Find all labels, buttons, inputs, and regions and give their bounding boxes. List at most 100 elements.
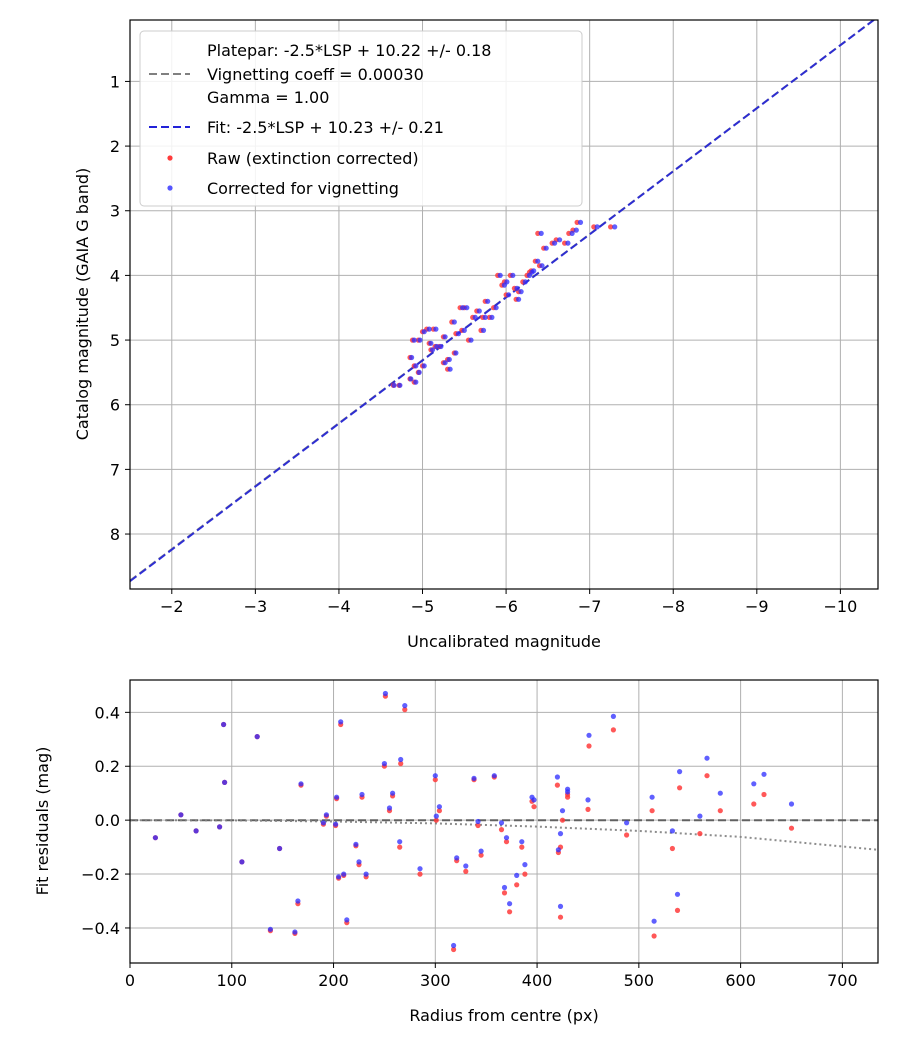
corrected-point — [649, 794, 655, 800]
corrected-point — [344, 917, 350, 923]
corrected-point — [421, 329, 427, 335]
corrected-point — [573, 227, 579, 233]
x-tick-label: 100 — [216, 971, 247, 990]
corrected-point — [518, 289, 524, 295]
corrected-point — [433, 813, 439, 819]
raw-point — [565, 794, 571, 800]
y-tick-label: 1 — [110, 72, 120, 91]
corrected-point — [491, 773, 497, 779]
corrected-point — [677, 769, 683, 775]
corrected-point — [559, 808, 566, 814]
raw-point — [761, 791, 767, 798]
x-tick-label: −10 — [824, 597, 858, 616]
corrected-point — [334, 794, 340, 800]
legend-box — [139, 30, 583, 207]
raw-point — [608, 224, 614, 230]
corrected-point — [674, 891, 681, 897]
raw-point — [498, 827, 505, 833]
corrected-point — [398, 756, 404, 763]
corrected-point — [178, 812, 184, 818]
corrected-point — [417, 866, 423, 872]
raw-point — [788, 825, 795, 831]
raw-point — [559, 817, 566, 823]
corrected-point — [472, 314, 478, 320]
top-data-points — [390, 219, 618, 388]
corrected-point — [569, 230, 575, 236]
corrected-point — [514, 285, 520, 291]
top-x-tick-labels: −2 −3 −4 −5 −6 −7 −8 −9 −10 — [160, 589, 857, 616]
corrected-point — [433, 326, 439, 332]
corrected-point — [506, 292, 512, 298]
y-tick-label: 6 — [110, 396, 120, 415]
legend: Platepar: -2.5*LSP + 10.22 +/- 0.18 Vign… — [139, 30, 583, 207]
corrected-point — [557, 831, 564, 837]
raw-point — [402, 707, 408, 713]
x-tick-label: −7 — [578, 597, 602, 616]
x-tick-label: −5 — [411, 597, 435, 616]
corrected-point — [557, 903, 564, 910]
corrected-point — [295, 898, 301, 904]
y-tick-label: 4 — [110, 266, 120, 285]
corrected-point — [522, 862, 528, 868]
corrected-point — [421, 363, 427, 369]
raw-point — [514, 882, 520, 888]
corrected-point — [522, 279, 528, 285]
corrected-point — [267, 926, 273, 932]
reference-line — [130, 20, 876, 582]
corrected-point — [503, 835, 510, 841]
corrected-point — [751, 781, 757, 787]
corrected-point — [585, 797, 591, 803]
corrected-point — [442, 360, 448, 366]
corrected-point — [531, 797, 537, 803]
x-tick-label: 0 — [125, 971, 135, 990]
corrected-point — [336, 874, 342, 880]
corrected-point — [538, 230, 544, 236]
corrected-point — [416, 369, 422, 375]
y-tick-label: 2 — [110, 137, 120, 156]
corrected-point — [552, 240, 558, 246]
raw-point — [674, 907, 681, 914]
corrected-point — [555, 847, 562, 853]
raw-point — [463, 868, 469, 875]
corrected-point — [382, 690, 388, 697]
corrected-point — [577, 219, 584, 225]
corrected-point — [704, 755, 710, 761]
raw-point — [417, 871, 423, 877]
bottom-x-tick-labels: 0 100 200 300 400 500 600 700 — [125, 963, 858, 990]
corrected-point — [432, 773, 438, 779]
corrected-point — [428, 340, 434, 346]
corrected-point — [390, 790, 396, 796]
corrected-point — [624, 820, 630, 826]
corrected-point — [434, 343, 440, 350]
corrected-point — [292, 929, 298, 935]
corrected-point — [386, 805, 393, 811]
corrected-point — [193, 828, 199, 834]
top-fit-lines — [130, 20, 876, 582]
raw-point — [557, 914, 564, 920]
x-tick-label: 400 — [522, 971, 553, 990]
corrected-point — [498, 820, 505, 826]
corrected-point — [408, 376, 414, 382]
bottom-grid — [129, 680, 878, 963]
raw-point — [475, 822, 481, 829]
bottom-axes-frame — [129, 679, 879, 964]
raw-point — [478, 852, 484, 858]
raw-point — [649, 808, 655, 814]
corrected-point — [397, 382, 403, 388]
legend-raw-marker — [167, 155, 173, 161]
corrected-point — [493, 305, 499, 311]
raw-point — [610, 727, 617, 733]
corrected-point — [612, 224, 618, 230]
x-tick-label: −3 — [244, 597, 268, 616]
legend-raw-label: Raw (extinction corrected) — [207, 149, 419, 168]
corrected-point — [277, 845, 283, 852]
reference-line — [130, 819, 878, 851]
x-tick-label: 700 — [827, 971, 858, 990]
corrected-point — [476, 308, 482, 314]
corrected-point — [429, 347, 436, 353]
corrected-point — [221, 721, 227, 728]
corrected-point — [761, 771, 767, 777]
corrected-point — [478, 848, 484, 854]
corrected-point — [397, 839, 403, 845]
